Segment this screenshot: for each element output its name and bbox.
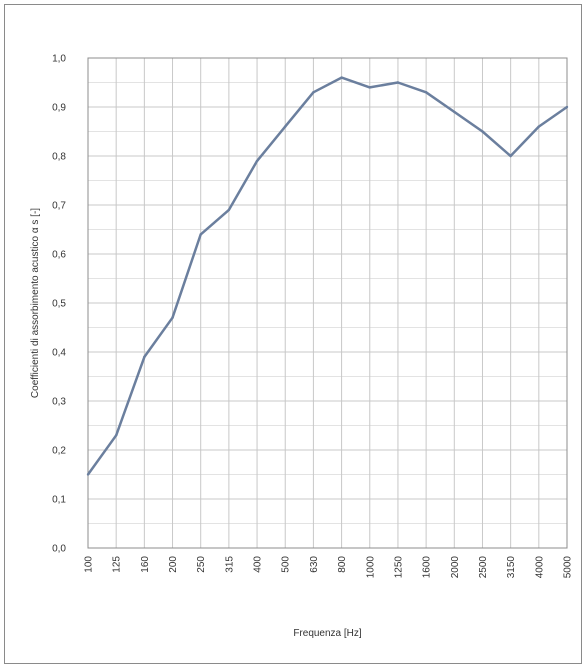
- y-tick-label: 0,8: [52, 152, 66, 163]
- data-point: [396, 81, 400, 84]
- y-tick-labels: 0,0 0,1 0,2 0,3 0,4 0,5 0,6 0,7 0,8 0,9 1,0: [52, 54, 66, 555]
- data-point: [143, 355, 146, 359]
- plot-area: [87, 57, 568, 549]
- series-layer: [86, 76, 569, 476]
- x-tick-label: 250: [196, 556, 207, 573]
- y-tick-label: 1,0: [52, 54, 66, 65]
- data-point: [114, 434, 118, 437]
- y-tick-label: 0,3: [52, 397, 66, 408]
- y-tick-label: 0,2: [52, 446, 66, 457]
- x-tick-label: 2000: [450, 556, 461, 579]
- data-point: [424, 91, 428, 94]
- data-point: [227, 208, 231, 212]
- data-point: [481, 130, 484, 133]
- x-tick-label: 315: [224, 556, 235, 573]
- x-tick-label: 3150: [506, 556, 517, 579]
- data-point: [171, 316, 174, 319]
- x-tick-label: 4000: [534, 556, 545, 579]
- data-point: [565, 105, 569, 109]
- x-tick-label: 500: [281, 556, 292, 573]
- x-tick-label: 125: [112, 556, 123, 573]
- data-point: [199, 233, 202, 236]
- x-axis-title: Frequenza [Hz]: [293, 628, 362, 639]
- x-tick-label: 100: [84, 556, 95, 573]
- data-point: [284, 125, 287, 128]
- x-tick-label: 1600: [422, 556, 433, 579]
- data-point: [312, 91, 315, 94]
- grid: [87, 57, 568, 549]
- data-point: [368, 86, 371, 89]
- y-tick-label: 0,0: [52, 544, 66, 555]
- y-axis-title: Coefficienti di assorbimento acustico α …: [30, 208, 41, 398]
- chart-frame: [4, 4, 582, 664]
- y-tick-label: 0,4: [52, 348, 66, 359]
- series-line: [86, 76, 568, 476]
- x-tick-label: 800: [337, 556, 348, 573]
- x-tick-label: 1000: [365, 556, 376, 579]
- x-tick-label: 400: [253, 556, 264, 573]
- x-tick-label: 630: [309, 556, 320, 573]
- y-tick-label: 0,5: [52, 299, 66, 310]
- data-point: [453, 110, 456, 114]
- y-tick-label: 0,6: [52, 250, 66, 261]
- x-tick-label: 2500: [478, 556, 489, 579]
- x-tick-label: 5000: [563, 556, 574, 579]
- y-tick-label: 0,1: [52, 495, 66, 506]
- x-tick-labels: 100 125 160 200 250 315 400 500 630 800 1000 1250 16…: [84, 556, 574, 579]
- data-point: [537, 125, 541, 128]
- data-point: [509, 154, 512, 158]
- x-tick-label: 200: [168, 556, 179, 573]
- data-point: [340, 76, 343, 79]
- y-tick-label: 0,7: [52, 201, 66, 212]
- y-tick-label: 0,9: [52, 103, 66, 114]
- data-point: [255, 159, 259, 163]
- data-point: [86, 473, 90, 476]
- x-tick-label: 1250: [393, 556, 404, 579]
- x-tick-label: 160: [140, 556, 151, 573]
